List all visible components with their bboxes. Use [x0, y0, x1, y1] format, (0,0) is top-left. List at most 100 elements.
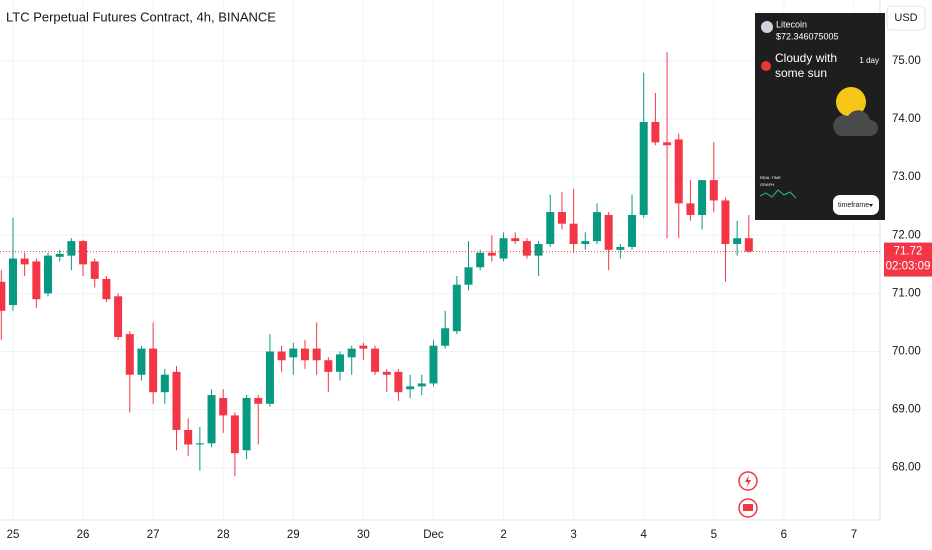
candle-body	[67, 241, 76, 256]
candle-body	[686, 203, 695, 215]
y-tick-label: 71.00	[892, 287, 921, 299]
coin-name: Litecoin	[776, 19, 807, 29]
x-tick-label: 29	[287, 529, 300, 541]
last-price-label: 71.72	[894, 246, 923, 258]
candle-body	[254, 397, 263, 404]
candle-body	[44, 255, 53, 294]
candle-layer	[0, 52, 753, 477]
candle-body	[184, 429, 193, 445]
candle-body	[347, 348, 356, 358]
candle-body	[300, 348, 309, 361]
candle-body	[546, 212, 555, 245]
candle-body	[709, 180, 718, 201]
candle-body	[663, 142, 672, 146]
cloud-icon	[833, 110, 878, 136]
x-tick-label: 26	[77, 529, 90, 541]
candle-body	[149, 348, 158, 393]
candle-body	[464, 267, 473, 285]
candle-body	[499, 238, 508, 259]
x-tick-label: 5	[711, 529, 717, 541]
x-tick-label: 25	[7, 529, 20, 541]
candle-body	[581, 241, 590, 245]
candle-body	[160, 374, 169, 393]
candle-body	[441, 328, 450, 346]
candle-body	[8, 258, 17, 306]
candle-body	[55, 253, 64, 257]
y-tick-label: 73.00	[892, 171, 921, 183]
candle-body	[744, 238, 753, 252]
candle-body	[277, 351, 286, 361]
candle-body	[207, 395, 216, 444]
weather-widget: Litecoin $72.346075005 Cloudy with some …	[755, 13, 885, 220]
candle-body	[336, 354, 345, 372]
candle-body	[406, 386, 415, 390]
candle-body	[452, 284, 461, 332]
candle-body	[359, 345, 368, 349]
dropdown-arrow	[869, 204, 873, 207]
candle-body	[639, 122, 648, 215]
candle-body	[534, 244, 543, 256]
candle-body	[522, 241, 531, 256]
y-tick-label: 69.00	[892, 404, 921, 416]
x-tick-label: 30	[357, 529, 370, 541]
candle-body	[511, 238, 520, 242]
candle-body	[219, 397, 228, 416]
candle-body	[429, 345, 438, 384]
candle-body	[733, 238, 742, 245]
graph-label-1: REAL TIME	[760, 175, 781, 180]
candle-body	[230, 415, 239, 454]
chart-title: LTC Perpetual Futures Contract, 4h, BINA…	[6, 9, 276, 24]
candle-body	[569, 223, 578, 245]
candle-body	[616, 246, 625, 250]
candle-body	[371, 348, 380, 372]
coin-price: $72.346075005	[776, 31, 839, 41]
graph-label-2: GRAPH	[760, 182, 774, 187]
candle-body	[20, 258, 29, 265]
x-tick-label: 2	[500, 529, 506, 541]
candle-body	[312, 348, 321, 361]
candle-body	[289, 348, 298, 358]
period: 1 day	[859, 56, 879, 65]
candle-body	[476, 252, 485, 268]
candle-body	[125, 334, 134, 375]
candle-body	[102, 278, 111, 300]
candle-body	[79, 241, 88, 265]
y-tick-label: 74.00	[892, 113, 921, 125]
candle-body	[394, 371, 403, 393]
y-tick-label: 72.00	[892, 229, 921, 241]
currency-label[interactable]: USD	[894, 12, 917, 24]
candle-body	[674, 139, 683, 204]
candle-body	[242, 397, 251, 451]
forecast-line-2: some sun	[775, 66, 827, 80]
x-tick-label: 27	[147, 529, 160, 541]
timeframe-button[interactable]	[833, 195, 879, 215]
y-tick-label: 75.00	[892, 55, 921, 67]
candle-body	[604, 214, 613, 250]
sun-icon	[836, 87, 866, 117]
x-tick-label: 4	[640, 529, 647, 541]
x-tick-label: 28	[217, 529, 230, 541]
x-tick-label: 3	[570, 529, 576, 541]
candle-body	[172, 371, 181, 430]
candle-body	[265, 351, 274, 404]
forecast-line-1: Cloudy with	[775, 51, 837, 65]
candle-body	[90, 261, 99, 279]
flag	[743, 504, 753, 511]
countdown-label: 02:03:09	[886, 261, 931, 273]
candle-body	[324, 360, 333, 372]
x-tick-label: 6	[781, 529, 787, 541]
sparkline	[759, 189, 797, 199]
candle-body	[137, 348, 146, 375]
candle-body	[417, 383, 426, 387]
bolt	[745, 475, 751, 487]
candle-body	[651, 122, 660, 143]
x-tick-label: 7	[851, 529, 857, 541]
candle-body	[557, 212, 566, 224]
timeframe-label[interactable]: timeframe	[838, 202, 869, 209]
currency-button[interactable]	[886, 5, 926, 31]
candle-body	[592, 212, 601, 242]
candle-body	[32, 261, 41, 300]
candle-body	[721, 200, 730, 245]
